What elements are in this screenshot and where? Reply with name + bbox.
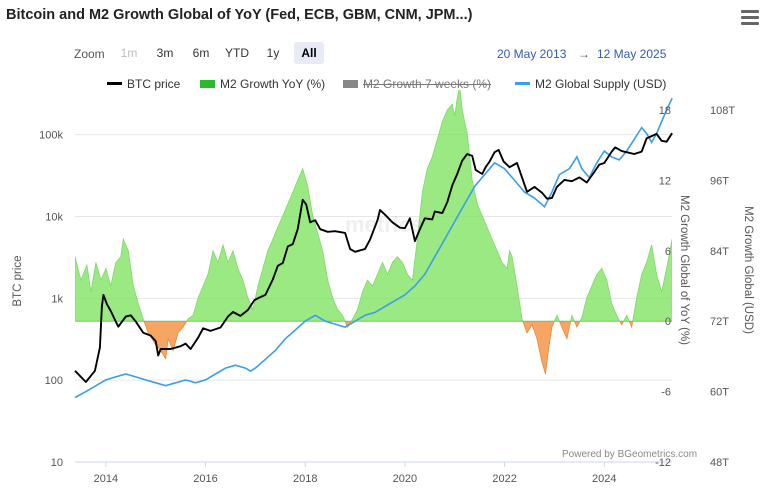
growth-axis-tick-label: 6 bbox=[665, 246, 671, 258]
btc-price-line bbox=[74, 132, 673, 383]
left-axis-tick-label: 10k bbox=[45, 211, 63, 223]
growth-axis-tick-label: -12 bbox=[655, 457, 671, 469]
line-symbol-icon bbox=[107, 82, 122, 86]
line-symbol-icon bbox=[515, 82, 530, 86]
x-axis-tick-label: 2016 bbox=[193, 473, 217, 485]
supply-axis-tick-label: 96T bbox=[710, 175, 729, 187]
zoom-1m-button[interactable]: 1m bbox=[120, 46, 138, 60]
m2-supply-line bbox=[74, 97, 673, 399]
legend-item-m2-growth-yoy[interactable]: M2 Growth YoY (%) bbox=[200, 76, 325, 91]
credits-link[interactable]: Powered by BGeometrics.com bbox=[562, 449, 698, 460]
right-axis-title: M2 Growth Global (USD) bbox=[742, 206, 754, 334]
supply-axis-tick-label: 48T bbox=[710, 457, 729, 469]
x-axis-tick-label: 2024 bbox=[592, 473, 616, 485]
zoom-3m-button[interactable]: 3m bbox=[156, 46, 174, 60]
date-to-input[interactable]: 12 May 2025 bbox=[597, 47, 667, 61]
area-symbol-icon bbox=[200, 79, 215, 88]
date-from-input[interactable]: 20 May 2013 bbox=[497, 47, 567, 61]
area-symbol-icon bbox=[343, 79, 358, 88]
x-axis-tick-label: 2014 bbox=[94, 473, 118, 485]
supply-axis-tick-label: 72T bbox=[710, 316, 729, 328]
growth-axis-tick-label: 18 bbox=[659, 105, 671, 117]
watermark-logo: metrics bbox=[345, 212, 424, 237]
growth-axis-tick-label: 12 bbox=[659, 175, 671, 187]
supply-axis-tick-label: 84T bbox=[710, 246, 729, 258]
legend-item-btc-price[interactable]: BTC price bbox=[107, 76, 180, 91]
x-axis-tick-label: 2022 bbox=[492, 473, 516, 485]
left-axis-title: BTC price bbox=[12, 255, 24, 306]
supply-axis-tick-label: 60T bbox=[710, 387, 729, 399]
chart-title: Bitcoin and M2 Growth Global of YoY (Fed… bbox=[6, 7, 473, 23]
legend-item-m2-global-supply[interactable]: M2 Global Supply (USD) bbox=[515, 76, 666, 91]
legend-item-m2-growth-7-weeks[interactable]: M2 Growth 7 weeks (%) bbox=[343, 76, 491, 91]
left-axis-tick-label: 100k bbox=[39, 130, 63, 142]
left-axis-tick-label: 1k bbox=[51, 293, 63, 305]
supply-axis-tick-label: 108T bbox=[710, 105, 735, 117]
axes-layer: BTC price M2 Growth Global of YoY (%) M2… bbox=[12, 105, 754, 485]
left-axis-tick-label: 10 bbox=[51, 457, 63, 469]
x-axis-tick-label: 2018 bbox=[293, 473, 317, 485]
growth-axis-tick-label: -6 bbox=[661, 387, 671, 399]
zoom-label: Zoom bbox=[74, 47, 105, 61]
m2-growth-area-positive bbox=[75, 90, 672, 322]
zoom-1y-button[interactable]: 1y bbox=[266, 46, 280, 60]
series-layer bbox=[74, 90, 673, 399]
x-axis-tick-label: 2020 bbox=[393, 473, 417, 485]
growth-axis-tick-label: 0 bbox=[665, 316, 671, 328]
zoom-all-button[interactable]: All bbox=[294, 42, 324, 64]
left-axis-tick-label: 100 bbox=[45, 375, 63, 387]
hamburger-menu-icon[interactable] bbox=[741, 10, 759, 26]
zoom-6m-button[interactable]: 6m bbox=[192, 46, 210, 60]
date-range-arrow: → bbox=[578, 47, 590, 61]
middle-axis-title: M2 Growth Global of YoY (%) bbox=[678, 195, 690, 345]
zoom-ytd-button[interactable]: YTD bbox=[225, 46, 249, 60]
